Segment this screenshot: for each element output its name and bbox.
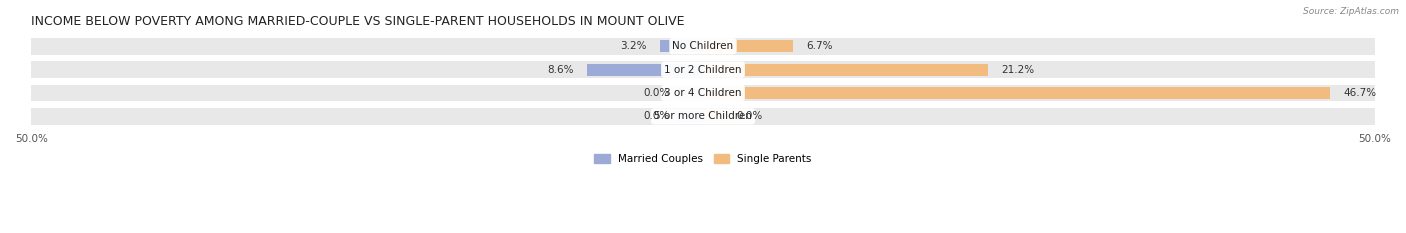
Bar xyxy=(703,87,1330,99)
Bar xyxy=(703,64,988,76)
Text: 1 or 2 Children: 1 or 2 Children xyxy=(664,65,742,75)
Text: 6.7%: 6.7% xyxy=(807,41,832,51)
Legend: Married Couples, Single Parents: Married Couples, Single Parents xyxy=(595,154,811,164)
Bar xyxy=(676,110,703,122)
Bar xyxy=(31,61,1375,78)
Text: No Children: No Children xyxy=(672,41,734,51)
Text: 0.0%: 0.0% xyxy=(643,111,669,121)
Bar xyxy=(31,85,1375,101)
Text: 3 or 4 Children: 3 or 4 Children xyxy=(664,88,742,98)
Bar xyxy=(588,64,703,76)
Text: 0.0%: 0.0% xyxy=(643,88,669,98)
Bar xyxy=(676,87,703,99)
Bar xyxy=(31,38,1375,55)
Text: Source: ZipAtlas.com: Source: ZipAtlas.com xyxy=(1303,7,1399,16)
Text: 21.2%: 21.2% xyxy=(1001,65,1035,75)
Bar xyxy=(659,40,703,52)
Bar xyxy=(31,108,1375,125)
Text: 0.0%: 0.0% xyxy=(737,111,763,121)
Bar xyxy=(703,110,730,122)
Text: 46.7%: 46.7% xyxy=(1344,88,1376,98)
Text: 5 or more Children: 5 or more Children xyxy=(654,111,752,121)
Text: INCOME BELOW POVERTY AMONG MARRIED-COUPLE VS SINGLE-PARENT HOUSEHOLDS IN MOUNT O: INCOME BELOW POVERTY AMONG MARRIED-COUPL… xyxy=(31,15,685,28)
Text: 3.2%: 3.2% xyxy=(620,41,647,51)
Bar xyxy=(703,40,793,52)
Text: 8.6%: 8.6% xyxy=(547,65,574,75)
